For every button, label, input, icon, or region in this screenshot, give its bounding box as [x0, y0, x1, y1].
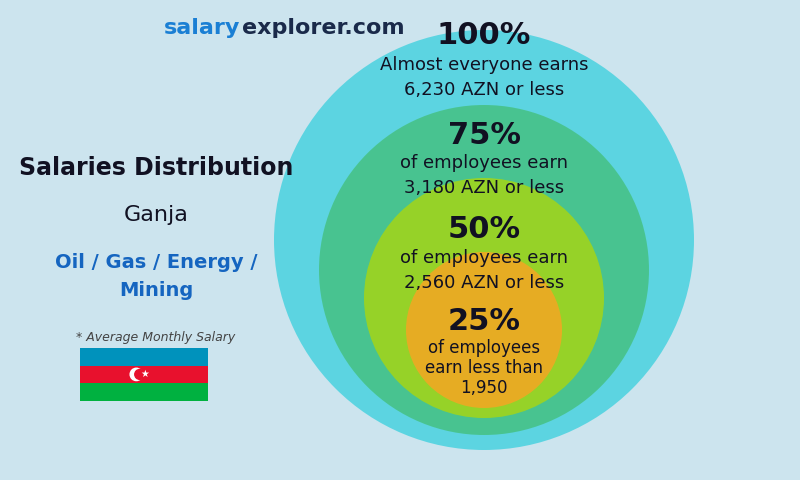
Text: Oil / Gas / Energy /: Oil / Gas / Energy / [54, 252, 258, 272]
Text: 3,180 AZN or less: 3,180 AZN or less [404, 179, 564, 197]
Text: salary: salary [164, 18, 240, 38]
Text: earn less than: earn less than [425, 359, 543, 377]
Text: of employees earn: of employees earn [400, 249, 568, 267]
Circle shape [319, 105, 649, 435]
Text: explorer.com: explorer.com [242, 18, 405, 38]
Text: Salaries Distribution: Salaries Distribution [19, 156, 293, 180]
Circle shape [130, 368, 142, 381]
Text: 1,950: 1,950 [460, 379, 508, 397]
Circle shape [274, 30, 694, 450]
Bar [80, 348, 208, 366]
Text: 50%: 50% [447, 216, 521, 244]
Text: 6,230 AZN or less: 6,230 AZN or less [404, 81, 564, 99]
Circle shape [406, 252, 562, 408]
Text: of employees earn: of employees earn [400, 154, 568, 172]
Text: 75%: 75% [447, 120, 521, 149]
Bar [80, 383, 208, 401]
Text: Almost everyone earns: Almost everyone earns [380, 56, 588, 74]
Text: Mining: Mining [119, 280, 193, 300]
Circle shape [364, 178, 604, 418]
Text: Ganja: Ganja [123, 205, 189, 225]
Text: 100%: 100% [437, 21, 531, 49]
Text: ★: ★ [140, 370, 149, 379]
Bar [80, 366, 208, 383]
Text: of employees: of employees [428, 339, 540, 357]
Circle shape [134, 370, 145, 379]
Text: 2,560 AZN or less: 2,560 AZN or less [404, 274, 564, 292]
Text: 25%: 25% [447, 308, 521, 336]
Text: * Average Monthly Salary: * Average Monthly Salary [76, 332, 236, 345]
